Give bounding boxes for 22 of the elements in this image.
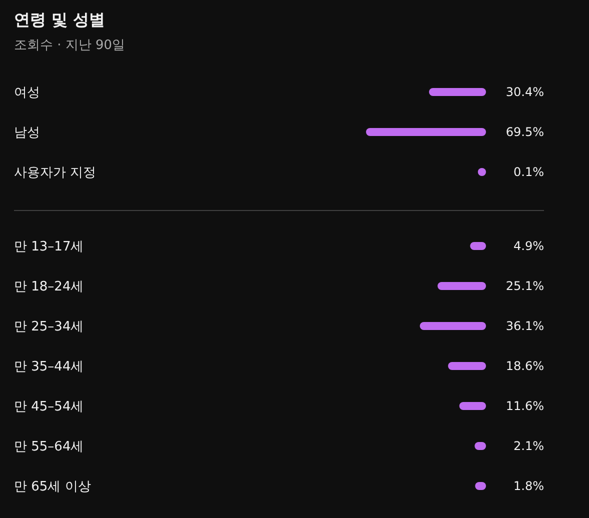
data-label: 2.1% (514, 439, 544, 454)
y-tick-label: 만 35–44세 (14, 360, 84, 375)
data-label: 0.1% (514, 165, 544, 180)
data-label: 36.1% (506, 319, 544, 334)
data-label: 30.4% (506, 85, 544, 100)
y-tick-label: 남성 (14, 126, 40, 141)
data-label: 4.9% (514, 239, 544, 254)
text: 조회수 · 지난 90일 (14, 38, 126, 53)
data-label: 18.6% (506, 359, 544, 374)
y-tick-label: 사용자가 지정 (14, 166, 96, 181)
y-tick-label: 여성 (14, 86, 40, 101)
y-tick-label: 만 18–24세 (14, 280, 84, 295)
data-label: 1.8% (514, 479, 544, 494)
y-tick-label: 만 25–34세 (14, 320, 84, 335)
y-tick-label: 만 65세 이상 (14, 480, 91, 495)
y-tick-label: 만 55–64세 (14, 440, 84, 455)
y-tick-label: 만 13–17세 (14, 240, 84, 255)
y-tick-label: 만 45–54세 (14, 400, 84, 415)
data-label: 69.5% (506, 125, 544, 140)
data-label: 11.6% (506, 399, 544, 414)
data-label: 25.1% (506, 279, 544, 294)
text: 연령 및 성별 (14, 10, 106, 29)
